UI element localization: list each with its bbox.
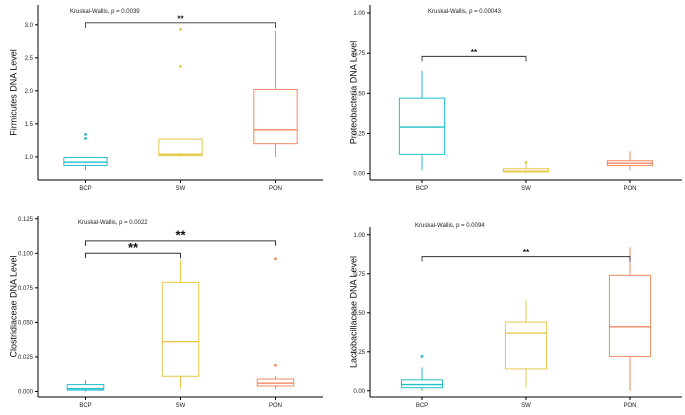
box-iqr — [608, 274, 652, 357]
panel-4: 0.00 0.25 0.50 0.75 1.00 BCP SW PON Lactobacilla… — [348, 223, 682, 409]
box-iqr — [504, 321, 548, 370]
box-bcp — [66, 380, 105, 392]
stats-annotation: Kruskal-Wallis, p = 0.0039 — [70, 9, 140, 15]
box-iqr — [253, 89, 298, 145]
outlier-point — [179, 28, 182, 31]
significance-bracket: ** — [85, 14, 276, 28]
bracket-line — [421, 256, 631, 262]
outlier-point — [84, 133, 87, 136]
x-tick-label: PON — [269, 186, 282, 192]
box-iqr — [158, 138, 203, 157]
y-tick-label: 1.0 — [25, 155, 34, 161]
box-sw — [158, 28, 203, 157]
x-tick-label: BCP — [416, 186, 428, 192]
box-bcp — [400, 355, 444, 391]
significance-bracket: ** — [421, 248, 631, 262]
significance-bracket: ** — [85, 227, 276, 246]
y-tick-label: 1.00 — [353, 233, 365, 239]
box-pon — [608, 247, 652, 391]
panel-2: 0.00 0.25 0.50 0.75 1.00 BCP SW PON Proteobacter… — [348, 5, 682, 192]
box-iqr — [502, 168, 550, 173]
significance-label: ** — [523, 248, 530, 257]
significance-bracket: ** — [85, 240, 181, 259]
box-sw — [161, 260, 200, 389]
significance-bracket: ** — [421, 48, 527, 62]
significance-label: ** — [177, 14, 184, 23]
box-pon — [606, 151, 654, 171]
bracket-line — [85, 252, 181, 259]
box-pon — [256, 257, 295, 389]
y-tick-label: 0.000 — [18, 389, 34, 395]
y-tick-label: 0.075 — [18, 286, 34, 292]
y-tick-label: 0.75 — [353, 51, 365, 57]
y-tick-label: 0.25 — [353, 131, 365, 137]
outlier-point — [524, 160, 528, 164]
bracket-line — [85, 240, 276, 246]
bracket-line — [421, 55, 527, 62]
y-tick-label: 2.5 — [25, 56, 34, 62]
bracket-line — [85, 22, 276, 28]
stats-annotation: Kruskal-Wallis, p = 0.0094 — [415, 223, 485, 229]
y-axis-label: Firmicutes DNA Level — [8, 49, 18, 136]
x-tick-label: SW — [521, 403, 531, 409]
panel-1: 1.0 1.5 2.0 2.5 3.0 BCP SW PON Firmicutes DNA Le… — [8, 5, 323, 192]
y-tick-label: 0.75 — [353, 272, 365, 278]
x-tick-label: PON — [269, 403, 282, 409]
box-iqr — [66, 384, 105, 391]
box-iqr — [161, 281, 200, 377]
y-axis-label: Proteobacteria DNA Level — [348, 41, 358, 145]
outlier-point — [420, 355, 424, 358]
box-pon — [253, 30, 298, 157]
stats-annotation: Kruskal-Wallis, p = 0.00043 — [428, 9, 502, 15]
outlier-point — [274, 363, 277, 367]
x-tick-label: PON — [623, 403, 636, 409]
y-tick-label: 0.025 — [18, 355, 34, 361]
x-tick-label: SW — [176, 403, 186, 409]
x-tick-label: SW — [176, 186, 186, 192]
box-sw — [504, 300, 548, 388]
y-tick-label: 0.050 — [18, 320, 34, 326]
y-tick-label: 1.5 — [25, 122, 34, 128]
y-tick-label: 0.100 — [18, 251, 34, 257]
y-tick-label: 2.0 — [25, 89, 34, 95]
y-tick-label: 3.0 — [25, 23, 34, 29]
y-tick-label: 1.00 — [353, 11, 365, 17]
x-tick-label: PON — [623, 186, 636, 192]
x-tick-label: SW — [521, 186, 531, 192]
y-axis-label: Clostridiaceae DNA Level — [8, 255, 18, 357]
significance-label: ** — [471, 48, 478, 57]
y-tick-label: 0.00 — [353, 172, 365, 178]
x-tick-label: BCP — [79, 186, 91, 192]
x-tick-label: BCP — [416, 403, 428, 409]
panel-3: 0.000 0.025 0.050 0.075 0.100 0.125 BCP SW PON Cl… — [8, 216, 323, 409]
box-iqr — [400, 379, 444, 389]
y-tick-label: 0.25 — [353, 350, 365, 356]
y-tick-label: 0.50 — [353, 311, 365, 317]
outlier-point — [84, 136, 87, 140]
y-tick-label: 0.125 — [18, 217, 34, 223]
box-iqr — [398, 97, 446, 155]
x-tick-label: BCP — [79, 403, 91, 409]
significance-label: ** — [128, 240, 139, 255]
y-tick-label: 0.00 — [353, 389, 365, 395]
y-axis-label: Lactobacillaceae DNA Level — [348, 256, 358, 368]
box-bcp — [398, 70, 446, 171]
box-bcp — [63, 133, 108, 171]
box-sw — [502, 160, 550, 174]
significance-label: ** — [175, 227, 186, 242]
outlier-point — [274, 257, 277, 261]
stats-annotation: Kruskal-Wallis, p = 0.0022 — [78, 220, 148, 226]
outlier-point — [179, 65, 182, 68]
y-tick-label: 0.50 — [353, 91, 365, 97]
